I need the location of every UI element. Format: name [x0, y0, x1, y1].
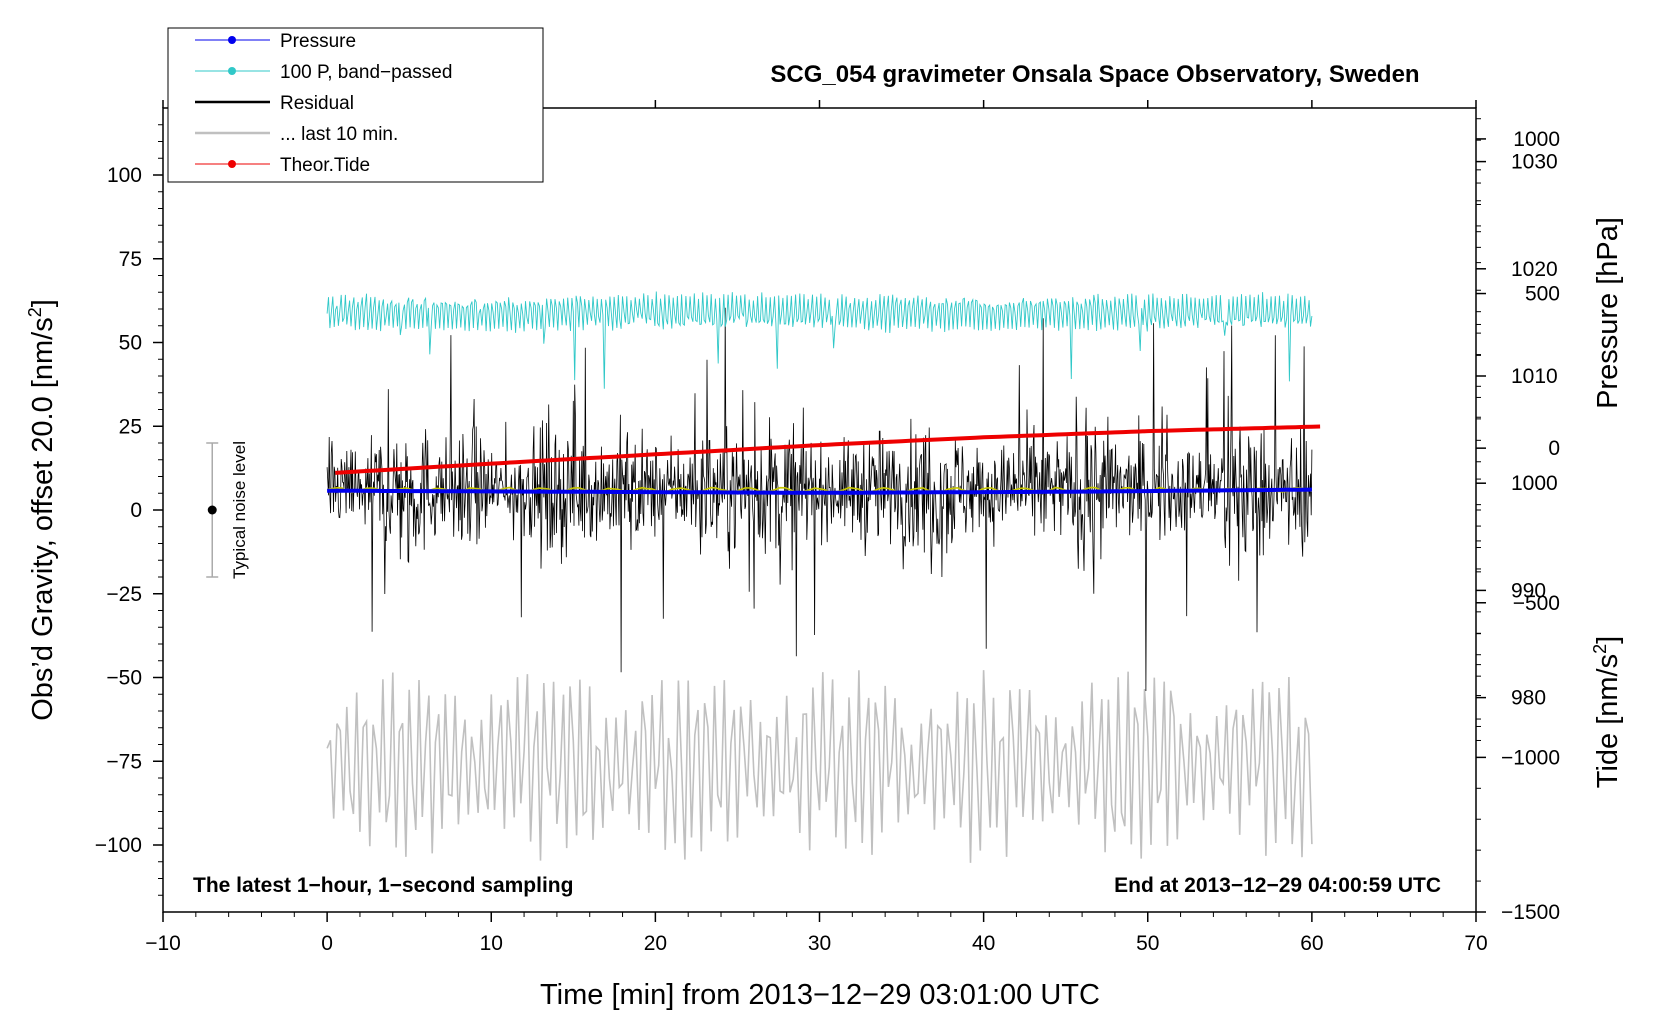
tide-tick-label: 1000	[1513, 128, 1560, 151]
x-tick-label: −10	[145, 932, 181, 955]
y-tick-label: −100	[95, 834, 142, 857]
x-tick-label: 40	[972, 932, 995, 955]
pressure-tick-label: 1020	[1511, 258, 1558, 281]
series-last-10-min	[326, 670, 1313, 863]
y-axis-title: Obs’d Gravity, offset 20.0 [nm/s2]	[25, 299, 59, 721]
series-band-passed-pressure	[326, 291, 1313, 389]
x-tick-label: 20	[644, 932, 667, 955]
noise-level-label: Typical noise level	[230, 441, 249, 579]
series-theoretical-tide	[335, 424, 1321, 475]
legend-marker	[228, 36, 236, 44]
pressure-tick-label: 1000	[1511, 472, 1558, 495]
tide-tick-label: −500	[1513, 592, 1560, 615]
legend-label: Pressure	[280, 31, 356, 52]
noise-level-indicator: Typical noise level	[206, 441, 249, 579]
x-tick-label: 70	[1464, 932, 1487, 955]
tide-tick-label: −1000	[1501, 746, 1560, 769]
legend-label: Theor.Tide	[280, 155, 370, 176]
pressure-tick-label: 1030	[1511, 151, 1558, 174]
y-tick-label: 75	[119, 248, 142, 271]
tide-tick-label: −1500	[1501, 901, 1560, 924]
series-residual	[326, 307, 1313, 692]
y-tick-label: 25	[119, 415, 142, 438]
legend: Pressure 100 P, band−passed Residual ... la…	[167, 27, 544, 183]
noise-center-dot	[207, 505, 217, 515]
y-tick-label: −25	[106, 583, 142, 606]
annotation-sampling: The latest 1−hour, 1−second sampling	[193, 874, 573, 897]
legend-marker	[228, 160, 236, 168]
y-tick-label: 0	[130, 499, 142, 522]
legend-label: ... last 10 min.	[280, 124, 398, 145]
legend-box	[167, 27, 544, 183]
x-tick-label: 10	[480, 932, 503, 955]
y-tick-label: 50	[119, 332, 142, 355]
y-tick-label: −75	[106, 750, 142, 773]
x-axis-title: Time [min] from 2013−12−29 03:01:00 UTC	[540, 979, 1100, 1011]
y-tick-label: 100	[107, 164, 142, 187]
legend-marker	[228, 67, 236, 75]
tide-tick-label: 0	[1548, 437, 1560, 460]
pressure-tick-label: 990	[1511, 579, 1546, 602]
x-tick-label: 0	[321, 932, 333, 955]
annotation-end-time: End at 2013−12−29 04:00:59 UTC	[1114, 874, 1441, 897]
x-tick-label: 30	[808, 932, 831, 955]
pressure-axis-title: Pressure [hPa]	[1592, 217, 1624, 409]
tide-tick-label: 500	[1525, 283, 1560, 306]
series-layer	[326, 291, 1321, 863]
pressure-tick-label: 1010	[1511, 365, 1558, 388]
chart-title: SCG_054 gravimeter Onsala Space Observat…	[770, 61, 1419, 88]
pressure-tick-label: 980	[1511, 687, 1546, 710]
axes-layer: −10 0 10 20 30 40 50 60 701007550250−25−50−75−10…	[95, 100, 1560, 955]
x-tick-label: 50	[1136, 932, 1159, 955]
legend-label: Residual	[280, 93, 354, 114]
legend-label: 100 P, band−passed	[280, 62, 452, 83]
tide-axis-title: Tide [nm/s2]	[1590, 636, 1624, 788]
x-tick-label: 60	[1300, 932, 1323, 955]
series-pressure	[327, 487, 1312, 495]
y-tick-label: −50	[106, 667, 142, 690]
